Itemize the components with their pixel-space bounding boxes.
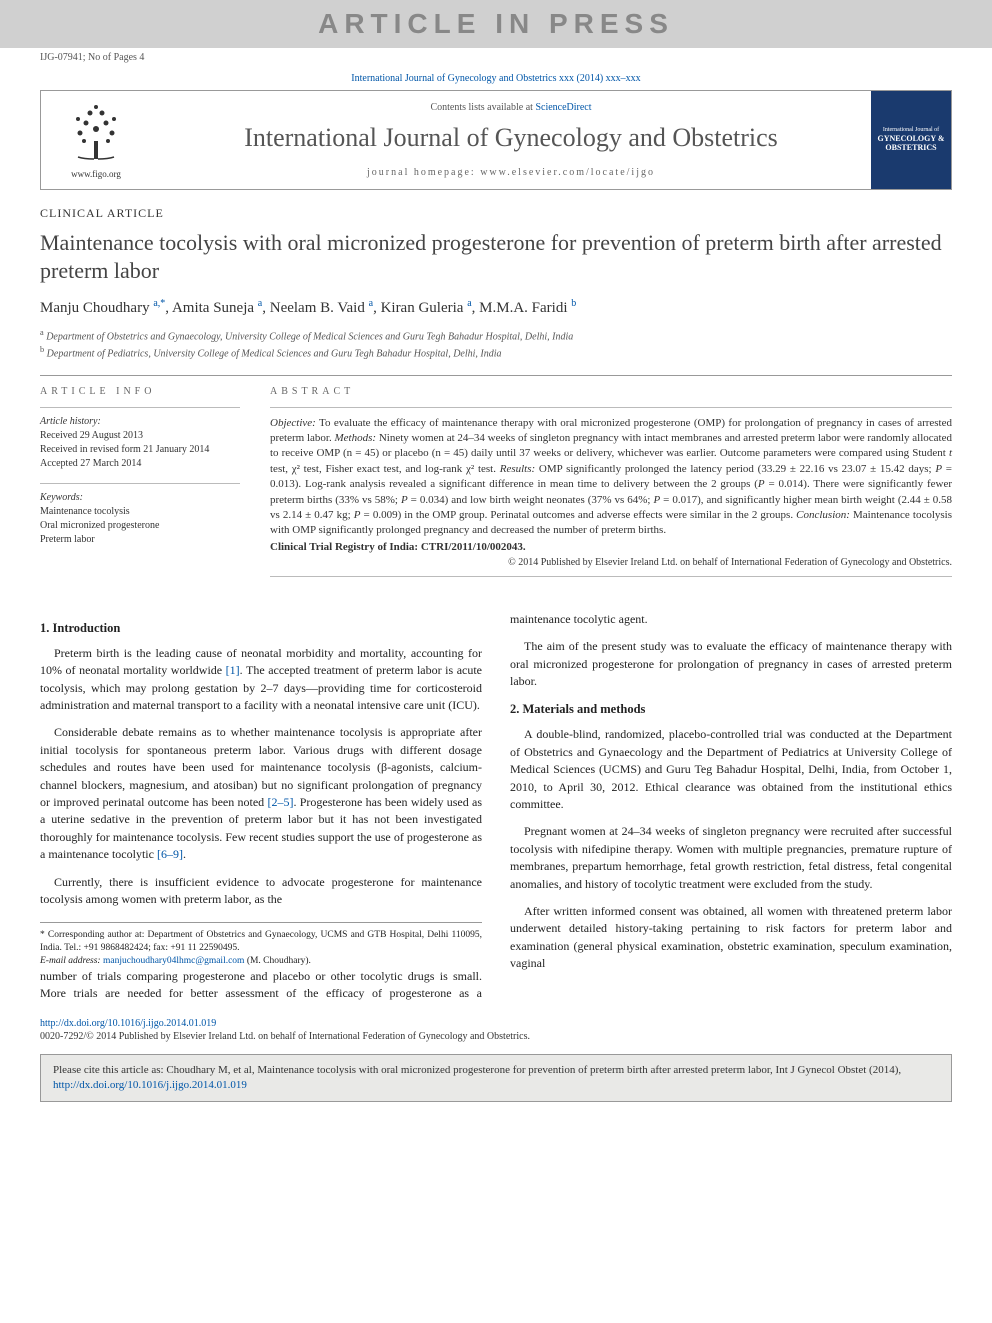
- abstract-copyright: © 2014 Published by Elsevier Ireland Ltd…: [270, 557, 952, 568]
- paragraph: A double-blind, randomized, placebo-cont…: [510, 726, 952, 813]
- citation-box: Please cite this article as: Choudhary M…: [40, 1054, 952, 1103]
- divider: [40, 375, 952, 376]
- info-divider: [270, 407, 952, 408]
- abstract-column: ABSTRACT Objective: To evaluate the effi…: [270, 386, 952, 585]
- section-heading-introduction: 1. Introduction: [40, 619, 482, 637]
- journal-masthead: www.figo.org Contents lists available at…: [40, 90, 952, 190]
- tree-logo-icon: [64, 101, 128, 165]
- trial-registration: Clinical Trial Registry of India: CTRI/2…: [270, 541, 952, 553]
- contents-prefix: Contents lists available at: [430, 102, 535, 113]
- section-heading-methods: 2. Materials and methods: [510, 700, 952, 718]
- article-history-head: Article history:: [40, 416, 240, 427]
- corr-email-link[interactable]: manjuchoudhary04lhmc@gmail.com: [103, 956, 244, 966]
- article-in-press-watermark: ARTICLE IN PRESS: [0, 0, 992, 48]
- affiliation-b: b Department of Pediatrics, University C…: [40, 344, 952, 361]
- journal-title: International Journal of Gynecology and …: [244, 123, 778, 153]
- authors-list: Manju Choudhary a,*, Amita Suneja a, Nee…: [40, 298, 952, 317]
- affiliation-a: a Department of Obstetrics and Gynaecolo…: [40, 327, 952, 344]
- article-title: Maintenance tocolysis with oral microniz…: [40, 229, 952, 284]
- info-divider: [270, 576, 952, 577]
- sciencedirect-link[interactable]: ScienceDirect: [535, 102, 591, 113]
- corr-email-suffix: (M. Choudhary).: [247, 956, 311, 966]
- paragraph: Preterm birth is the leading cause of ne…: [40, 645, 482, 715]
- article-history: Received 29 August 2013 Received in revi…: [40, 429, 240, 471]
- masthead-center: Contents lists available at ScienceDirec…: [151, 91, 871, 189]
- citation-text: Please cite this article as: Choudhary M…: [53, 1064, 901, 1076]
- paragraph: Currently, there is insufficient evidenc…: [40, 874, 482, 909]
- email-label: E-mail address:: [40, 956, 101, 966]
- article-id: IJG-07941; No of Pages 4: [0, 48, 992, 65]
- corr-address: * Corresponding author at: Department of…: [40, 929, 482, 955]
- article-info-column: ARTICLE INFO Article history: Received 2…: [40, 386, 240, 585]
- journal-cover-thumbnail: International Journal of GYNECOLOGY & OB…: [871, 91, 951, 189]
- journal-homepage: journal homepage: www.elsevier.com/locat…: [367, 167, 655, 178]
- figo-logo: www.figo.org: [41, 91, 151, 189]
- article-info-label: ARTICLE INFO: [40, 386, 240, 397]
- journal-reference: International Journal of Gynecology and …: [0, 65, 992, 90]
- paragraph: Pregnant women at 24–34 weeks of singlet…: [510, 823, 952, 893]
- doi-link[interactable]: http://dx.doi.org/10.1016/j.ijgo.2014.01…: [40, 1018, 216, 1029]
- keywords-head: Keywords:: [40, 492, 240, 503]
- info-divider: [40, 483, 240, 484]
- issn-copyright: 0020-7292/© 2014 Published by Elsevier I…: [40, 1031, 530, 1042]
- cover-text-top: International Journal of: [883, 127, 939, 133]
- article-type: CLINICAL ARTICLE: [40, 206, 952, 221]
- cover-text-main: GYNECOLOGY & OBSTETRICS: [875, 135, 947, 153]
- affiliations: a Department of Obstetrics and Gynaecolo…: [40, 327, 952, 361]
- logo-caption: www.figo.org: [71, 169, 121, 179]
- main-text-columns: 1. Introduction Preterm birth is the lea…: [40, 611, 952, 1003]
- abstract-body: Objective: To evaluate the efficacy of m…: [270, 416, 952, 539]
- keywords-list: Maintenance tocolysis Oral micronized pr…: [40, 505, 240, 547]
- doi-block: http://dx.doi.org/10.1016/j.ijgo.2014.01…: [40, 1017, 952, 1044]
- paragraph: The aim of the present study was to eval…: [510, 638, 952, 690]
- paragraph: Considerable debate remains as to whethe…: [40, 724, 482, 863]
- contents-list-line: Contents lists available at ScienceDirec…: [430, 102, 591, 113]
- info-divider: [40, 407, 240, 408]
- citation-doi-link[interactable]: http://dx.doi.org/10.1016/j.ijgo.2014.01…: [53, 1079, 247, 1091]
- paragraph: After written informed consent was obtai…: [510, 903, 952, 973]
- corresponding-author-note: * Corresponding author at: Department of…: [40, 922, 482, 967]
- abstract-label: ABSTRACT: [270, 386, 952, 397]
